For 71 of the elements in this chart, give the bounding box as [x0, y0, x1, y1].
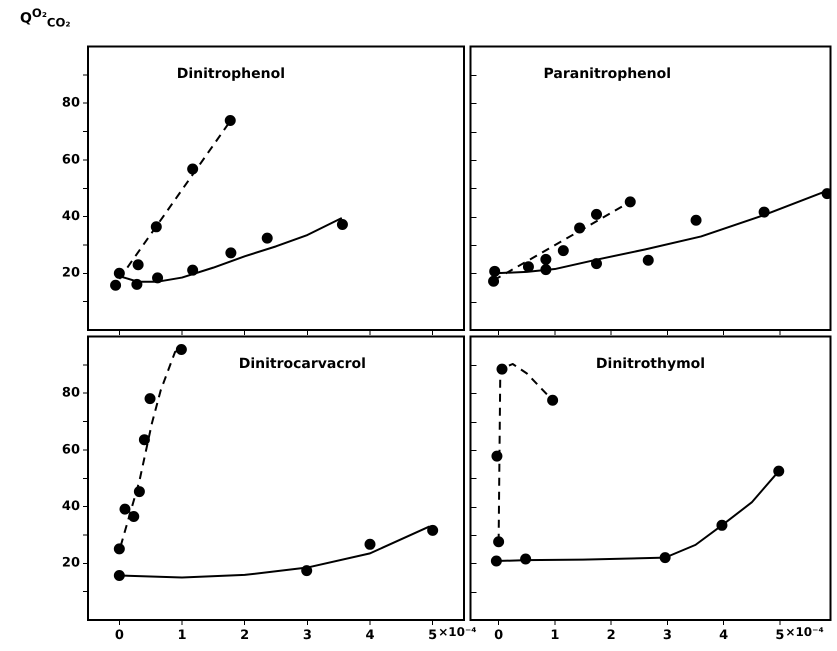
text: Dinitrophenol — [176, 66, 286, 82]
point — [489, 266, 500, 277]
point — [187, 163, 198, 174]
text: Dinitrothymol — [596, 356, 706, 372]
point — [642, 254, 654, 266]
y-tick-label: 40 — [62, 208, 80, 224]
y-tick-label: 20 — [62, 556, 80, 571]
point — [144, 393, 156, 404]
text: Paranitrophenol — [544, 66, 672, 82]
point — [119, 504, 130, 515]
point — [224, 114, 236, 126]
point — [134, 486, 145, 498]
y-tick-label: 40 — [62, 498, 80, 514]
x-axis-title: ×10⁻⁴ — [438, 625, 477, 640]
x-tick-label: 5 — [428, 628, 438, 644]
point — [176, 344, 187, 356]
y-tick-label: 60 — [62, 152, 80, 168]
y-tick-label: 60 — [62, 442, 80, 458]
x-tick-label: 2 — [606, 628, 616, 644]
point — [138, 434, 150, 446]
point — [558, 245, 569, 256]
point — [301, 565, 312, 576]
point — [114, 570, 125, 581]
x-axis-title: ×10⁻⁴ — [785, 625, 824, 640]
point — [493, 536, 504, 548]
point — [262, 232, 273, 244]
point — [427, 524, 438, 536]
point — [773, 466, 784, 477]
point — [758, 206, 770, 218]
x-tick-label: 0 — [494, 628, 504, 644]
text: Dinitrocarvacrol — [238, 356, 366, 372]
point — [187, 264, 198, 276]
x-tick-label: 1 — [177, 628, 187, 644]
point — [488, 276, 500, 287]
point — [152, 272, 164, 284]
point — [150, 221, 162, 232]
point — [110, 280, 122, 291]
point — [496, 364, 508, 375]
point — [225, 247, 236, 258]
point — [114, 268, 125, 279]
point — [690, 214, 702, 226]
point — [490, 556, 502, 567]
point — [660, 552, 671, 564]
x-tick-label: 2 — [240, 628, 250, 644]
point — [114, 543, 125, 554]
x-tick-label: 4 — [719, 628, 728, 644]
x-tick-label: 3 — [662, 628, 672, 644]
point — [540, 254, 552, 265]
y-tick-label: 80 — [62, 96, 80, 111]
point — [491, 450, 502, 462]
point — [540, 264, 552, 276]
point — [591, 258, 602, 270]
point — [522, 261, 534, 272]
point — [336, 219, 348, 230]
x-tick-label: 3 — [302, 628, 312, 644]
x-tick-label: 5 — [775, 628, 784, 644]
point — [131, 278, 142, 290]
point — [364, 538, 376, 550]
x-tick-label: 4 — [365, 628, 375, 644]
point — [520, 554, 532, 565]
point — [574, 222, 586, 234]
point — [547, 394, 558, 406]
y-tick-label: 80 — [62, 386, 80, 401]
point — [591, 208, 602, 220]
point — [128, 511, 140, 522]
x-tick-label: 0 — [114, 628, 124, 644]
point — [624, 196, 636, 208]
point — [716, 520, 728, 531]
point — [132, 259, 144, 270]
x-tick-label: 1 — [550, 628, 560, 644]
y-tick-label: 20 — [62, 266, 80, 281]
